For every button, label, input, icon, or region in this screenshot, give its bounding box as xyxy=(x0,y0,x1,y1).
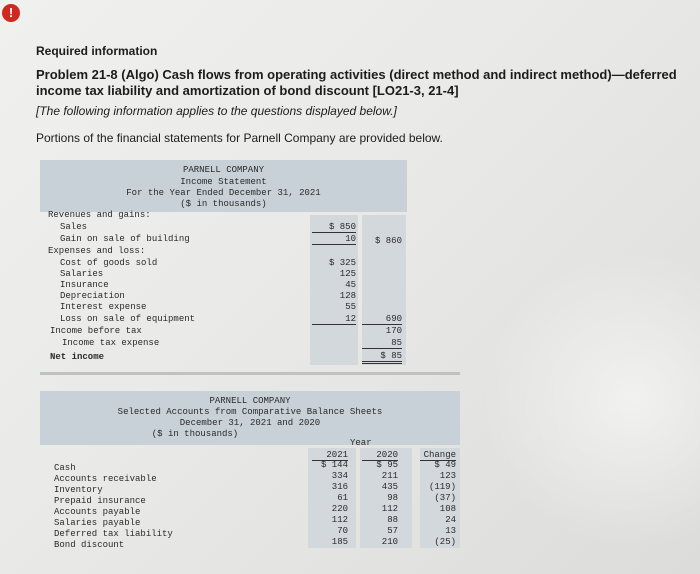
is-line-label: Revenues and gains: xyxy=(48,210,151,220)
bs-period: December 31, 2021 and 2020 xyxy=(179,418,321,428)
is-line-label: Sales xyxy=(60,222,88,232)
bs-row-2021: 220 xyxy=(331,504,348,514)
is-title: Income Statement xyxy=(180,177,267,187)
is-line-col1: 45 xyxy=(345,280,356,290)
problem-title: Problem 21-8 (Algo) Cash flows from oper… xyxy=(36,67,677,98)
bs-row-2021: 185 xyxy=(331,537,348,547)
bs-row-2021: $ 144 xyxy=(320,460,348,470)
is-line-col2: 170 xyxy=(385,326,402,336)
is-column-2-shade xyxy=(362,215,406,365)
bs-row-2020: 98 xyxy=(387,493,398,503)
bs-row-2021: 112 xyxy=(331,515,348,525)
is-line-label: Salaries xyxy=(60,269,104,279)
bs-row-change: (37) xyxy=(434,493,456,503)
is-line-col1: 128 xyxy=(339,291,356,301)
bs-row-change: 13 xyxy=(445,526,456,536)
bs-row-label: Inventory xyxy=(54,485,103,495)
bs-column-change-shade xyxy=(420,448,460,548)
is-line-label: Income before tax xyxy=(50,326,142,336)
bs-row-2020: 211 xyxy=(381,471,398,481)
bs-row-2021: 61 xyxy=(337,493,348,503)
bs-units: ($ in thousands) xyxy=(151,429,239,439)
bs-row-change: 24 xyxy=(445,515,456,525)
is-line-label: Income tax expense xyxy=(62,338,160,348)
bs-row-label: Deferred tax liability xyxy=(54,529,173,539)
is-period: For the Year Ended December 31, 2021 xyxy=(126,188,321,198)
is-line-label: Depreciation xyxy=(60,291,125,301)
portions-text: Portions of the financial statements for… xyxy=(36,131,443,145)
bs-header-change: Change xyxy=(420,450,456,461)
bs-header-2020: 2020 xyxy=(362,450,398,461)
bs-row-2020: 88 xyxy=(387,515,398,525)
bs-column-2021-shade xyxy=(308,448,356,548)
bs-company: PARNELL COMPANY xyxy=(209,396,291,406)
is-line-col1: 10 xyxy=(312,234,356,245)
bs-row-2020: 112 xyxy=(381,504,398,514)
bs-row-2021: 316 xyxy=(331,482,348,492)
bs-row-2020: $ 95 xyxy=(376,460,398,470)
is-column-1-shade xyxy=(310,215,358,365)
bs-row-label: Accounts receivable xyxy=(54,474,157,484)
bs-column-2020-shade xyxy=(360,448,412,548)
is-line-label: Expenses and loss: xyxy=(48,246,146,256)
bs-row-change: 108 xyxy=(439,504,456,514)
bs-row-2020: 210 xyxy=(381,537,398,547)
is-line-col2: $ 85 xyxy=(362,351,402,364)
bs-row-2021: 70 xyxy=(337,526,348,536)
bs-row-change: 123 xyxy=(439,471,456,481)
required-information-heading: Required information xyxy=(36,44,158,58)
screen-glare xyxy=(480,250,700,550)
is-line-label: Loss on sale of equipment xyxy=(60,314,196,324)
bs-row-label: Cash xyxy=(54,463,76,473)
alert-icon: ! xyxy=(2,4,20,22)
income-statement-header xyxy=(40,160,407,212)
is-line-col1: 12 xyxy=(312,314,356,325)
bs-row-change: (25) xyxy=(434,537,456,547)
is-line-col1: 55 xyxy=(345,302,356,312)
bs-header-2021: 2021 xyxy=(312,450,348,461)
bs-row-label: Salaries payable xyxy=(54,518,141,528)
bs-row-2020: 435 xyxy=(381,482,398,492)
bs-row-label: Prepaid insurance xyxy=(54,496,146,506)
is-line-col2: $ 860 xyxy=(374,236,402,246)
is-line-label: Net income xyxy=(50,352,105,362)
is-line-col2: 85 xyxy=(362,338,402,349)
is-line-col1: 125 xyxy=(339,269,356,279)
bs-row-2020: 57 xyxy=(387,526,398,536)
is-units: ($ in thousands) xyxy=(180,199,267,209)
is-line-label: Insurance xyxy=(60,280,109,290)
bs-row-label: Bond discount xyxy=(54,540,125,550)
divider xyxy=(40,372,460,375)
bs-title: Selected Accounts from Comparative Balan… xyxy=(117,407,383,417)
bs-row-2021: 334 xyxy=(331,471,348,481)
bs-row-change: $ 49 xyxy=(434,460,456,470)
note-text: [The following information applies to th… xyxy=(36,104,397,118)
is-line-col1: $ 325 xyxy=(328,258,356,268)
is-line-label: Cost of goods sold xyxy=(60,258,158,268)
is-line-col1: $ 850 xyxy=(312,222,356,233)
bs-row-change: (119) xyxy=(428,482,456,492)
is-line-col2: 690 xyxy=(362,314,402,325)
bs-year-label: Year xyxy=(350,438,372,448)
is-company: PARNELL COMPANY xyxy=(182,165,264,175)
bs-row-label: Accounts payable xyxy=(54,507,141,517)
balance-sheet-header xyxy=(40,391,460,445)
is-line-label: Interest expense xyxy=(60,302,147,312)
is-line-label: Gain on sale of building xyxy=(60,234,190,244)
